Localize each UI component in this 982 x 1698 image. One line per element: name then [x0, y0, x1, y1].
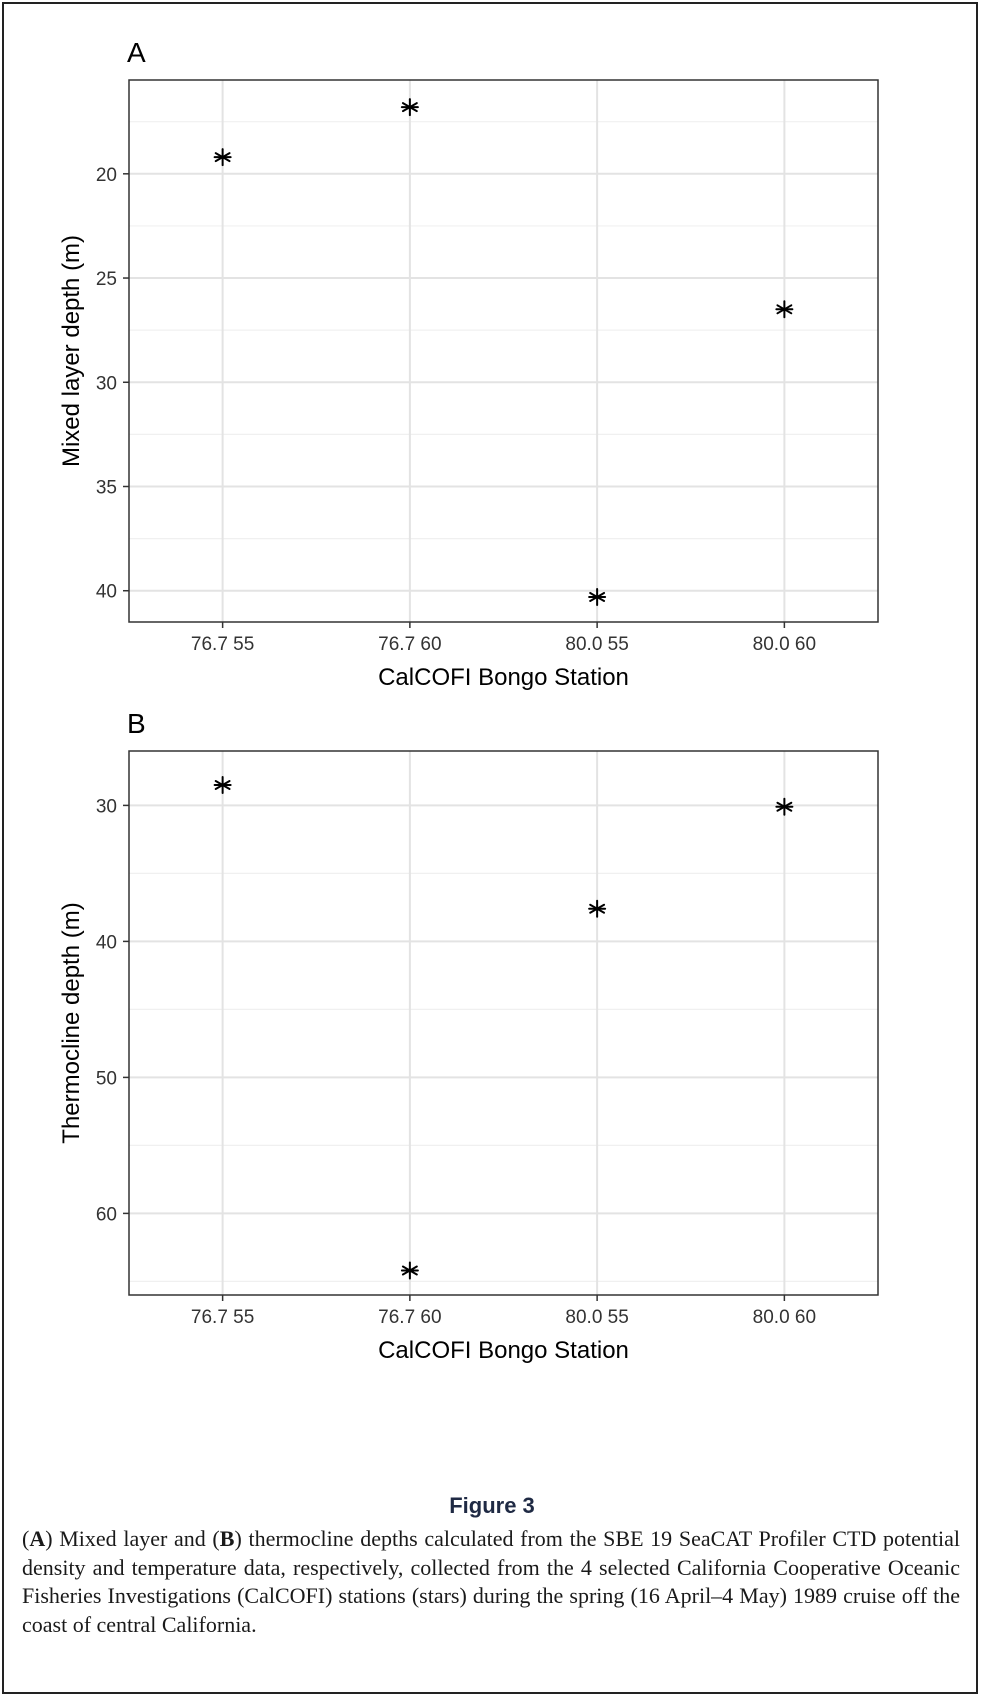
- panel-letter: A: [127, 37, 146, 68]
- x-tick-label: 76.7 60: [378, 634, 441, 655]
- x-tick-label: 80.0 60: [753, 1307, 816, 1328]
- x-tick-label: 80.0 55: [565, 634, 628, 655]
- y-tick-label: 30: [96, 373, 117, 394]
- y-axis-title: Mixed layer depth (m): [58, 235, 85, 467]
- chart-panel-b: B 30 40 50 60 76.7 55 76.7 60 80.0 55 80.0 60 Cal…: [58, 708, 879, 1364]
- y-tick-label: 40: [96, 582, 117, 603]
- y-tick-label: 40: [96, 932, 117, 953]
- y-axis-title: Thermocline depth (m): [58, 902, 85, 1143]
- y-tick-label: 35: [96, 478, 117, 499]
- x-tick-label: 76.7 60: [378, 1307, 441, 1328]
- data-point-76-7-55: [213, 148, 232, 167]
- x-tick-label: 80.0 60: [753, 634, 816, 655]
- caption-text: ) thermocline depths calculated from the…: [22, 1526, 961, 1637]
- chart-panel-a: A 20 25 30 35 40 76.7 55 76.7 60 80.0 55 80.0 60 C…: [58, 37, 879, 691]
- caption-text: ) Mixed layer and (: [45, 1526, 220, 1551]
- figure-svg: A 20 25 30 35 40 76.7 55 76.7 60 80.0 55 80.0 60 C…: [58, 37, 879, 1364]
- data-point-80-0-55: [588, 587, 607, 606]
- x-axis-title: CalCOFI Bongo Station: [378, 664, 629, 691]
- y-tick-label: 60: [96, 1204, 117, 1225]
- panel-letter: B: [127, 708, 146, 739]
- y-tick-label: 20: [96, 165, 117, 186]
- data-point-80-0-55: [588, 899, 607, 918]
- data-point-80-0-60: [775, 797, 794, 816]
- figure-caption: (A) Mixed layer and (B) thermocline dept…: [22, 1525, 960, 1639]
- figure-title: Figure 3: [449, 1493, 535, 1518]
- x-tick-label: 76.7 55: [191, 1307, 254, 1328]
- caption-text: (: [22, 1526, 30, 1551]
- y-tick-label: 25: [96, 269, 117, 290]
- y-tick-label: 30: [96, 796, 117, 817]
- x-tick-label: 76.7 55: [191, 634, 254, 655]
- caption-panel-ref: B: [219, 1526, 235, 1551]
- caption-panel-ref: A: [29, 1526, 46, 1551]
- data-point-80-0-60: [775, 300, 794, 319]
- y-tick-label: 50: [96, 1068, 117, 1089]
- data-point-76-7-55: [213, 776, 232, 794]
- plot-border: [128, 750, 879, 1296]
- data-point-76-7-60: [400, 98, 419, 117]
- x-axis-title: CalCOFI Bongo Station: [378, 1337, 629, 1364]
- plot-border: [128, 79, 879, 623]
- x-tick-label: 80.0 55: [565, 1307, 628, 1328]
- data-point-76-7-60: [400, 1261, 419, 1280]
